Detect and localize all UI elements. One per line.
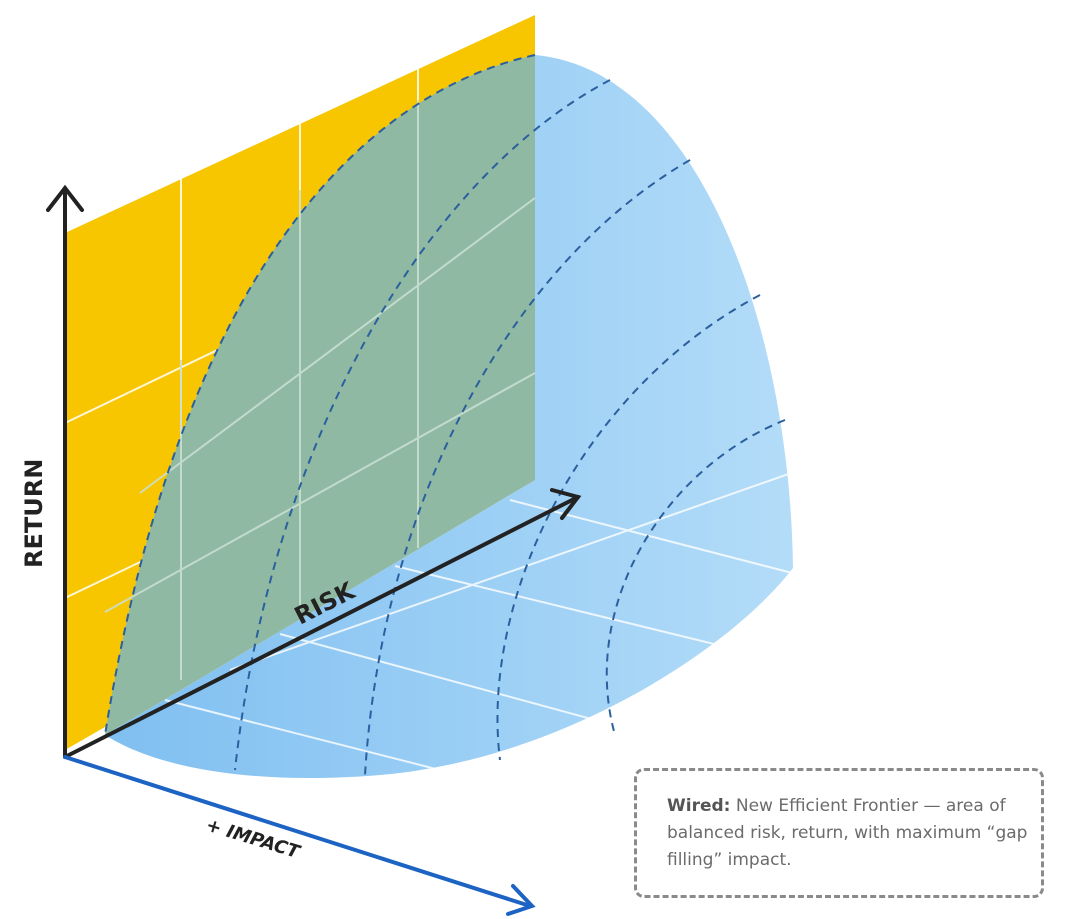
note-title: Wired: <box>667 796 731 816</box>
impact-axis-label: + IMPACT <box>204 815 304 864</box>
note-text: Wired: New Efficient Frontier — area of … <box>667 793 1037 874</box>
frontier-volume <box>105 55 793 779</box>
return-axis <box>46 184 84 759</box>
return-axis-label: RETURN <box>20 459 48 568</box>
note-body: New Efficient Frontier — area of balance… <box>667 796 1028 870</box>
frontier-contours <box>104 54 786 776</box>
overlap-grid <box>104 100 536 680</box>
note-callout: Wired: New Efficient Frontier — area of … <box>634 768 1044 898</box>
risk-axis <box>63 488 582 759</box>
frontier-overlap <box>105 55 535 735</box>
impact-axis <box>63 755 536 916</box>
